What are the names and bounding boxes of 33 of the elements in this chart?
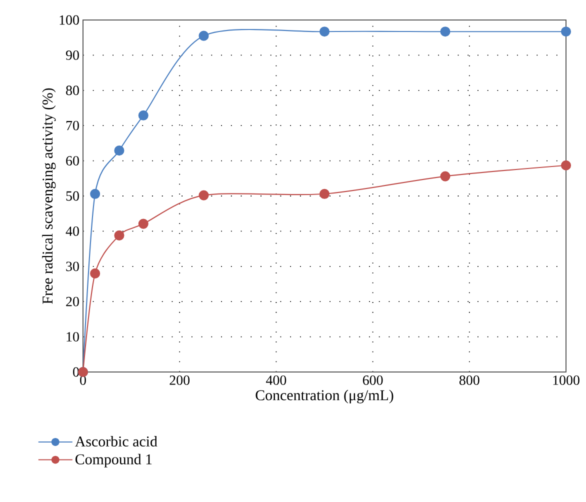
point	[138, 110, 148, 120]
point	[114, 230, 124, 240]
y-axis-title: Free radical scavenging activity (%)	[42, 88, 56, 304]
point	[319, 188, 330, 199]
y-tick-label: 80	[66, 86, 79, 96]
point	[560, 160, 572, 170]
point	[198, 190, 209, 200]
x-tick-label: 1000	[553, 376, 580, 385]
legend-label: Ascorbic acid	[75, 436, 158, 447]
y-tick-label: 60	[66, 156, 79, 166]
point	[90, 188, 100, 199]
x-tick-label: 800	[459, 376, 480, 385]
legend-label: Compound 1	[76, 454, 152, 468]
point	[440, 26, 450, 37]
y-tick-label: 90	[66, 50, 79, 60]
y-tick-label: 10	[66, 332, 79, 342]
point	[114, 146, 124, 156]
y-tick-label: 30	[66, 262, 79, 272]
y-tick-label: 40	[66, 226, 79, 236]
point	[90, 268, 100, 278]
x-axis-title: Concentration (μg/mL)	[256, 390, 394, 404]
point	[198, 30, 209, 41]
y-tick-label: 100	[60, 15, 79, 25]
y-tick-label: 20	[66, 296, 79, 306]
x-tick-label: 600	[362, 376, 383, 385]
x-tick-label: 400	[266, 376, 286, 385]
y-tick-label: 70	[66, 120, 79, 130]
y-tick-label: 50	[66, 191, 79, 201]
point	[319, 26, 330, 37]
point	[560, 26, 572, 37]
point	[440, 171, 450, 182]
x-tick-label: 200	[170, 376, 190, 385]
point	[138, 218, 148, 229]
